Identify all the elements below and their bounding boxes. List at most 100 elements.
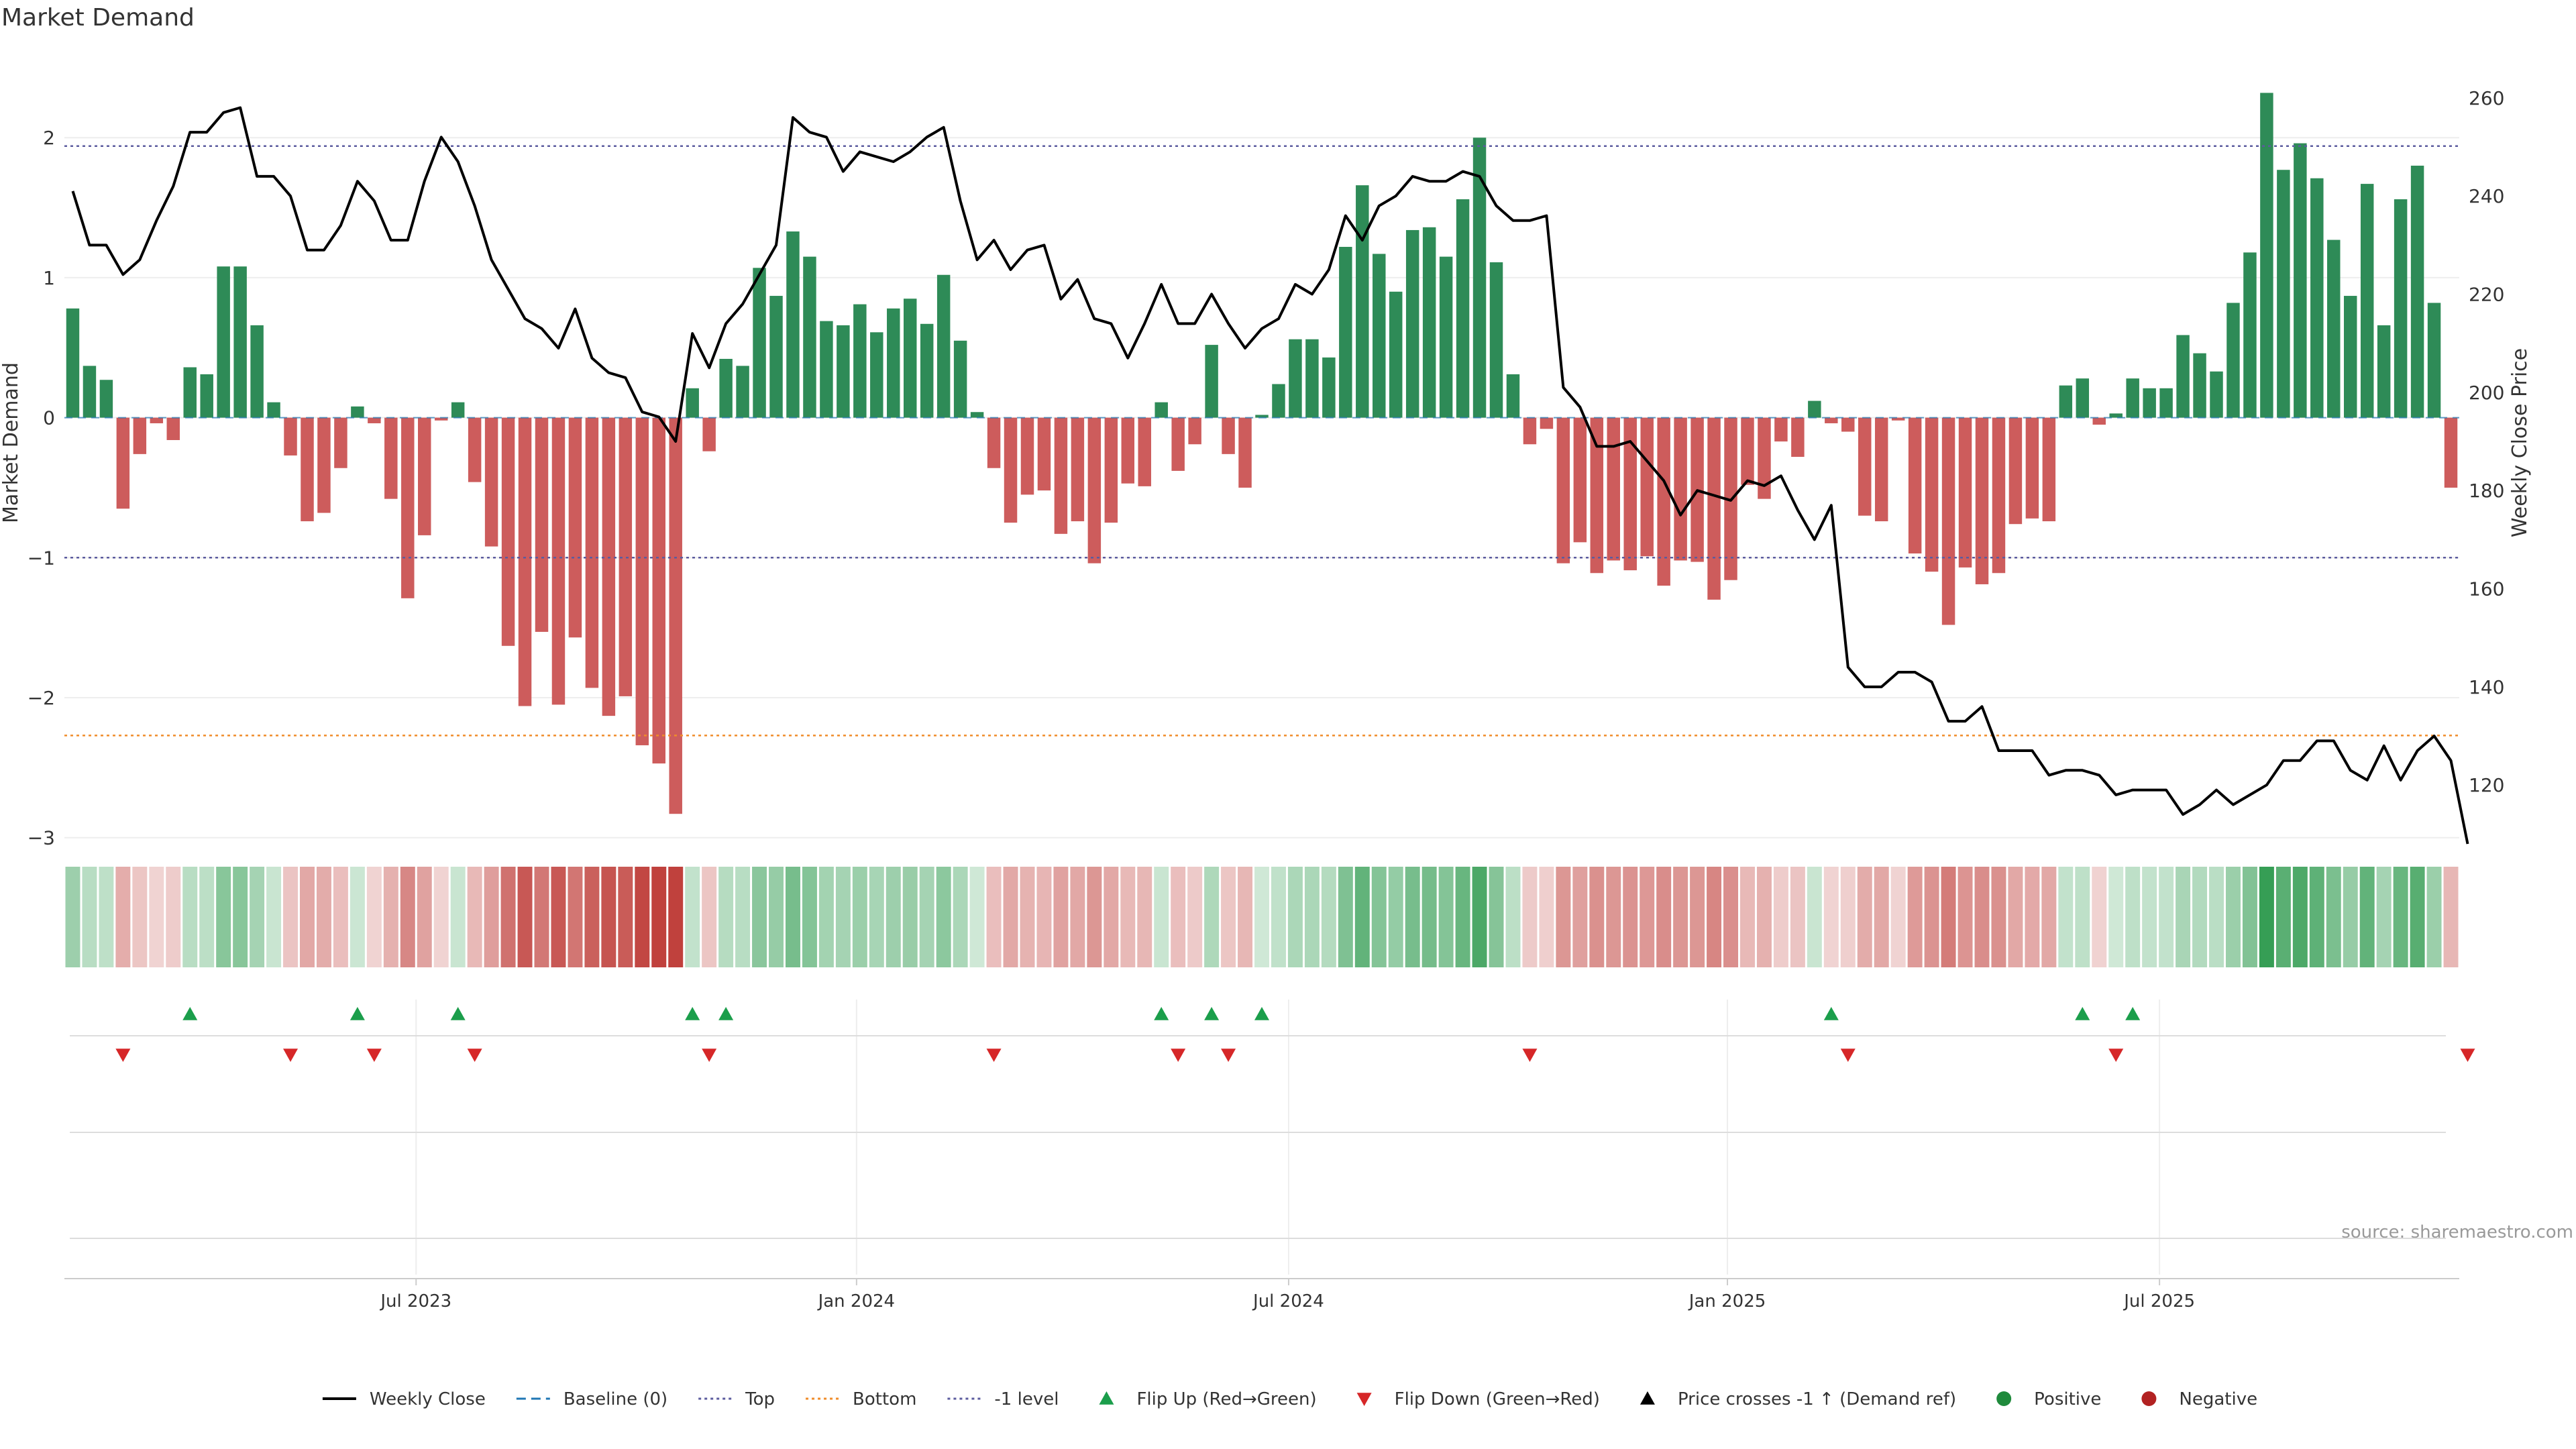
- flip-down-marker: [986, 1049, 1002, 1062]
- heatmap-cell: [350, 867, 365, 967]
- heatmap-cell: [216, 867, 231, 967]
- flip-down-marker: [2108, 1049, 2124, 1062]
- demand-bar: [568, 417, 582, 638]
- heatmap-cell: [1053, 867, 1069, 967]
- demand-bar: [1439, 256, 1453, 418]
- demand-bar: [66, 308, 80, 418]
- demand-bar: [936, 274, 951, 418]
- heatmap-cell: [902, 867, 918, 967]
- heatmap-cell: [1539, 867, 1554, 967]
- demand-bar: [1389, 291, 1403, 418]
- demand-bar: [1037, 417, 1051, 491]
- flip-down-marker: [2460, 1049, 2475, 1062]
- flip-up-marker: [718, 1007, 734, 1020]
- heatmap-cell: [2410, 867, 2425, 967]
- demand-bar: [786, 231, 800, 418]
- demand-bar: [1373, 254, 1386, 418]
- heatmap-cell: [2259, 867, 2274, 967]
- legend-label: Bottom: [853, 1389, 916, 1409]
- y-axis-label: Market Demand: [0, 362, 23, 523]
- demand-bar: [1623, 417, 1637, 571]
- heatmap-cell: [651, 867, 667, 967]
- heatmap-cell: [953, 867, 968, 967]
- heatmap-cell: [1840, 867, 1856, 967]
- demand-bar: [1825, 417, 1838, 423]
- demand-bar: [1305, 339, 1319, 418]
- heatmap-cell: [2108, 867, 2124, 967]
- heatmap-cell: [2443, 867, 2459, 967]
- heatmap-cell: [1020, 867, 1035, 967]
- demand-bar: [2159, 388, 2173, 418]
- flip-up-marker: [350, 1007, 365, 1020]
- heatmap-cell: [601, 867, 616, 967]
- heatmap-cell: [1104, 867, 1119, 967]
- demand-bar: [1707, 417, 1721, 600]
- chart-title: Market Demand: [1, 4, 195, 32]
- heatmap-cell: [1070, 867, 1085, 967]
- demand-bar: [1422, 227, 1436, 418]
- heatmap-cell: [1137, 867, 1152, 967]
- heatmap-cell: [1740, 867, 1755, 967]
- demand-bar: [1841, 417, 1855, 432]
- demand-bar: [551, 417, 566, 705]
- y2-tick-label: 240: [2469, 185, 2504, 207]
- source-note: source: sharemaestro.com: [2341, 1222, 2573, 1242]
- demand-bar: [2210, 371, 2223, 418]
- heatmap-cell: [1589, 867, 1605, 967]
- demand-bar: [686, 388, 699, 418]
- legend-label: Price crosses -1 ↑ (Demand ref): [1678, 1389, 1956, 1409]
- demand-bar: [1808, 400, 1821, 418]
- demand-bar: [217, 266, 230, 418]
- heatmap-cell: [1438, 867, 1454, 967]
- heatmap-cell: [1036, 867, 1052, 967]
- demand-bar: [1205, 345, 1218, 418]
- flip-down-marker: [702, 1049, 717, 1062]
- demand-bar: [635, 417, 649, 745]
- demand-bar: [2176, 335, 2190, 418]
- legend-label: Top: [745, 1389, 775, 1409]
- demand-bar: [401, 417, 415, 598]
- heatmap-cell: [618, 867, 633, 967]
- y2-tick-label: 220: [2469, 284, 2504, 306]
- demand-bar: [1674, 417, 1687, 561]
- demand-bar: [1758, 417, 1771, 499]
- demand-bar: [1020, 417, 1034, 495]
- legend-label: Positive: [2034, 1389, 2101, 1409]
- heatmap-cell: [1120, 867, 1136, 967]
- demand-bar: [2042, 417, 2056, 522]
- heatmap-cell: [2426, 867, 2442, 967]
- heatmap-cell: [718, 867, 734, 967]
- heatmap-cell: [467, 867, 482, 967]
- demand-bar: [1272, 384, 1285, 418]
- heatmap-cell: [769, 867, 784, 967]
- demand-bar: [1573, 417, 1587, 543]
- demand-bar: [535, 417, 549, 632]
- heatmap-cell: [400, 867, 415, 967]
- demand-bar: [1741, 417, 1754, 485]
- demand-bar: [1774, 417, 1788, 442]
- heatmap-cell: [484, 867, 499, 967]
- legend-label: -1 level: [994, 1389, 1059, 1409]
- heatmap-cell: [250, 867, 265, 967]
- flip-up-marker: [2075, 1007, 2090, 1020]
- legend-label: Weekly Close: [370, 1389, 486, 1409]
- heatmap-cell: [132, 867, 148, 967]
- heatmap-cell: [2008, 867, 2023, 967]
- heatmap-cell: [1522, 867, 1538, 967]
- heatmap-cell: [584, 867, 600, 967]
- heatmap-cell: [149, 867, 164, 967]
- heatmap-cell: [417, 867, 432, 967]
- demand-bar: [1121, 417, 1135, 484]
- demand-bar: [652, 417, 665, 764]
- heatmap-cell: [1807, 867, 1822, 967]
- x-tick-label: Jul 2024: [1252, 1291, 1324, 1311]
- demand-bar: [619, 417, 633, 696]
- flip-up-marker: [1154, 1007, 1169, 1020]
- weekly-close-line: [71, 106, 2469, 845]
- demand-bar: [1138, 417, 1151, 486]
- heatmap-cell: [2159, 867, 2174, 967]
- heatmap-cell: [450, 867, 466, 967]
- flip-down-marker: [283, 1049, 299, 1062]
- heatmap-cell: [2326, 867, 2341, 967]
